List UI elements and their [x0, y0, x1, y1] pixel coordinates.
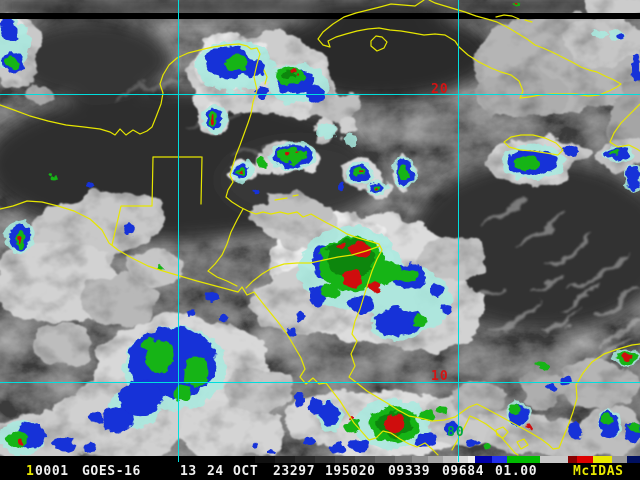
cirrus-streaks — [115, 78, 640, 365]
status-mcidas-brand: McIDAS — [573, 464, 624, 479]
status-frame-number: 1 — [26, 464, 35, 479]
grid-label-20: 20 — [431, 82, 449, 97]
status-image-id: 0001 — [35, 464, 69, 479]
status-resolution: 01.00 — [495, 464, 538, 479]
status-bar: 1 0001 GOES-16 13 24 OCT 23297 195020 09339 09684… — [0, 463, 640, 480]
latitude-gridline — [0, 382, 640, 383]
grid-label-80: 80 — [447, 425, 465, 440]
satellite-map-area — [0, 0, 640, 456]
status-month: OCT — [233, 464, 259, 479]
scan-edge-band — [0, 13, 640, 19]
enhancement-colorbar — [0, 456, 640, 463]
coastline-overlay — [0, 0, 640, 456]
longitude-gridline — [178, 0, 179, 462]
grid-label-10: 10 — [431, 369, 449, 384]
status-value-2: 09684 — [442, 464, 485, 479]
satellite-image — [0, 0, 640, 456]
status-satellite: GOES-16 — [82, 464, 141, 479]
status-value-1: 09339 — [388, 464, 431, 479]
status-band: 13 — [180, 464, 197, 479]
status-day: 24 — [207, 464, 224, 479]
status-julian-date: 23297 — [273, 464, 316, 479]
status-time: 195020 — [325, 464, 376, 479]
latitude-gridline — [0, 94, 640, 95]
longitude-gridline — [458, 0, 459, 462]
